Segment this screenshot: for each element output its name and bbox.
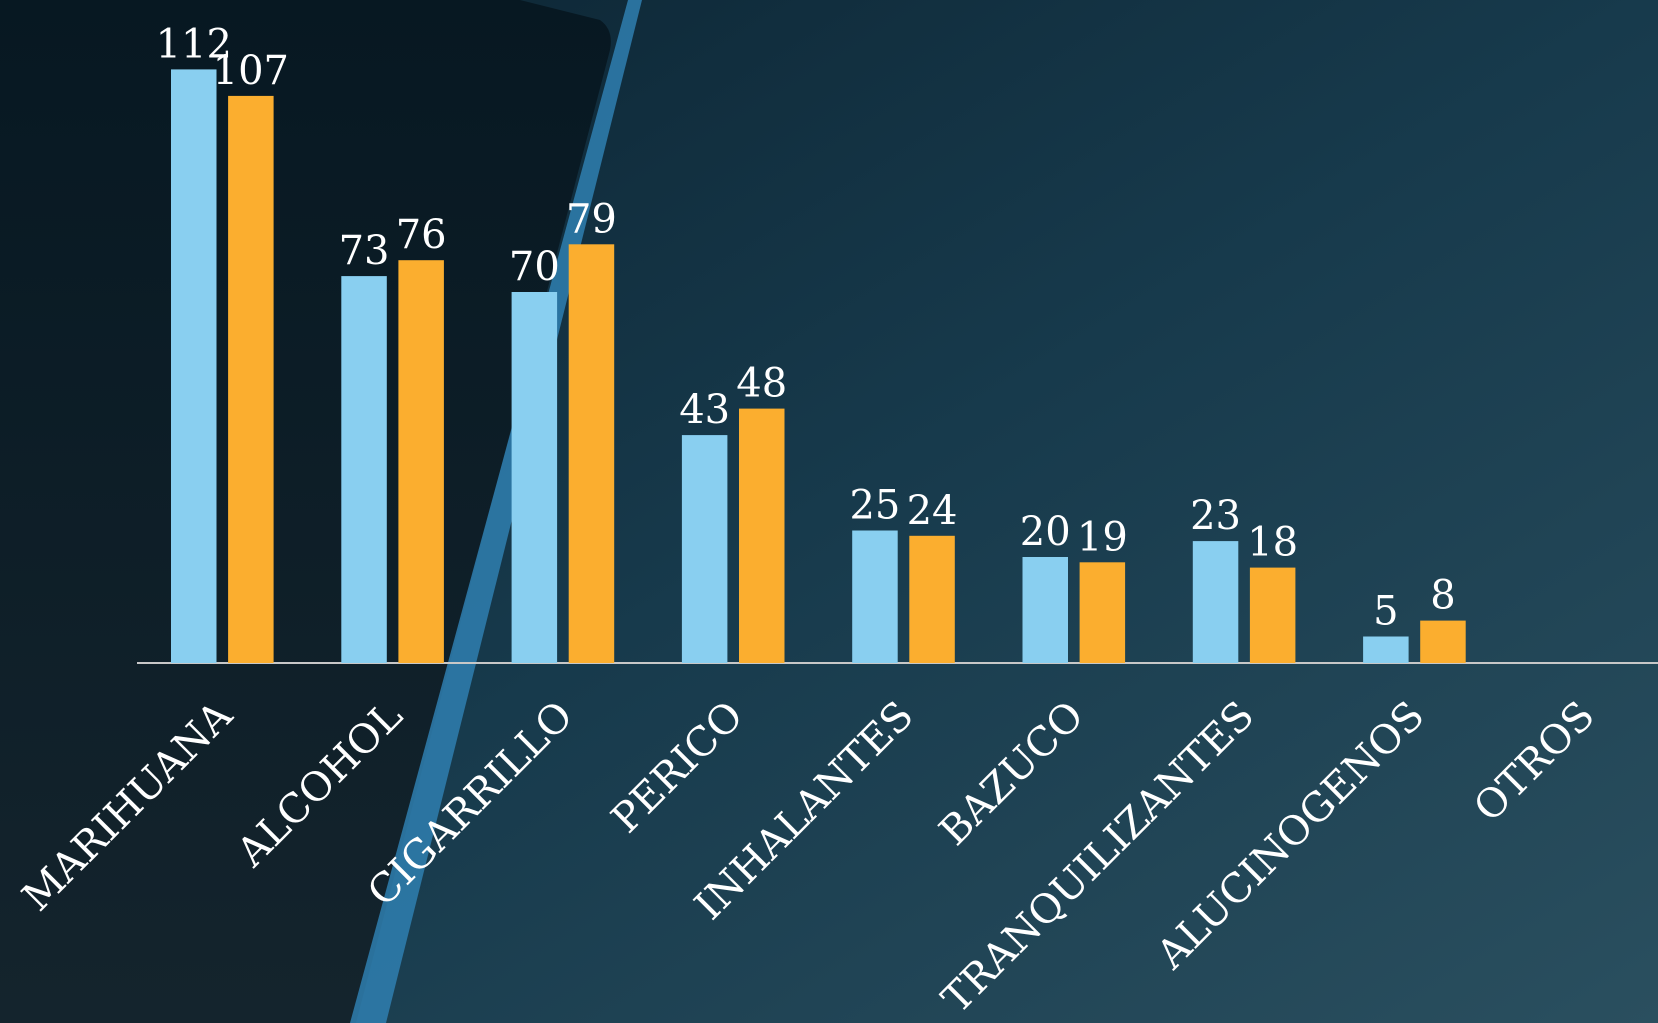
bar — [1192, 541, 1239, 663]
value-label: 76 — [396, 212, 447, 258]
value-label: 18 — [1247, 520, 1298, 566]
bar — [739, 408, 785, 663]
value-label: 8 — [1430, 573, 1455, 619]
value-label: 43 — [679, 387, 730, 433]
value-label: 112 — [156, 21, 232, 67]
bar — [681, 435, 728, 663]
bar — [1249, 567, 1296, 663]
value-label: 48 — [736, 361, 787, 407]
value-label: 25 — [849, 483, 900, 529]
value-label: 5 — [1373, 589, 1398, 635]
bar — [1022, 557, 1068, 663]
value-label: 23 — [1190, 493, 1241, 539]
bar — [909, 535, 955, 663]
bar — [171, 69, 217, 663]
value-label: 70 — [509, 244, 560, 290]
bar — [568, 244, 615, 664]
value-label: 20 — [1020, 509, 1071, 555]
value-label: 24 — [907, 488, 958, 534]
dark-panel — [0, 0, 611, 1023]
bar — [341, 276, 387, 663]
value-label: 79 — [566, 196, 617, 242]
bar — [228, 95, 274, 663]
bar — [1420, 620, 1466, 663]
value-label: 73 — [339, 228, 390, 274]
bar — [1079, 562, 1126, 663]
value-label: 19 — [1077, 514, 1128, 560]
bar — [398, 260, 444, 663]
bar — [511, 292, 558, 663]
bar — [852, 530, 898, 663]
value-label: 107 — [213, 48, 289, 94]
bar — [1363, 636, 1409, 663]
